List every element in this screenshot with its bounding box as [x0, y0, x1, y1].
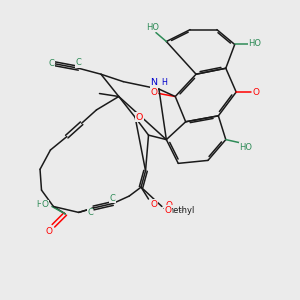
Text: O: O — [136, 113, 143, 122]
Text: O: O — [165, 201, 172, 210]
Text: HO: HO — [239, 142, 252, 152]
Text: O: O — [253, 88, 260, 97]
Text: C: C — [87, 208, 93, 217]
Text: methyl: methyl — [180, 210, 185, 211]
Text: HO: HO — [248, 38, 261, 47]
Text: methoxy: methoxy — [182, 204, 188, 206]
Text: O: O — [42, 200, 49, 209]
Text: O: O — [150, 200, 158, 209]
Text: O: O — [45, 226, 52, 236]
Text: C: C — [76, 58, 82, 68]
Text: C: C — [110, 194, 116, 203]
Text: methyl: methyl — [165, 206, 194, 214]
Text: HO: HO — [146, 23, 159, 32]
Text: O: O — [164, 206, 171, 214]
Text: C: C — [48, 59, 54, 68]
Text: N: N — [150, 78, 157, 87]
Text: O: O — [165, 206, 172, 215]
Text: methyl: methyl — [164, 208, 168, 209]
Text: H: H — [161, 78, 167, 87]
Text: O: O — [150, 88, 157, 97]
Text: H: H — [37, 200, 42, 209]
